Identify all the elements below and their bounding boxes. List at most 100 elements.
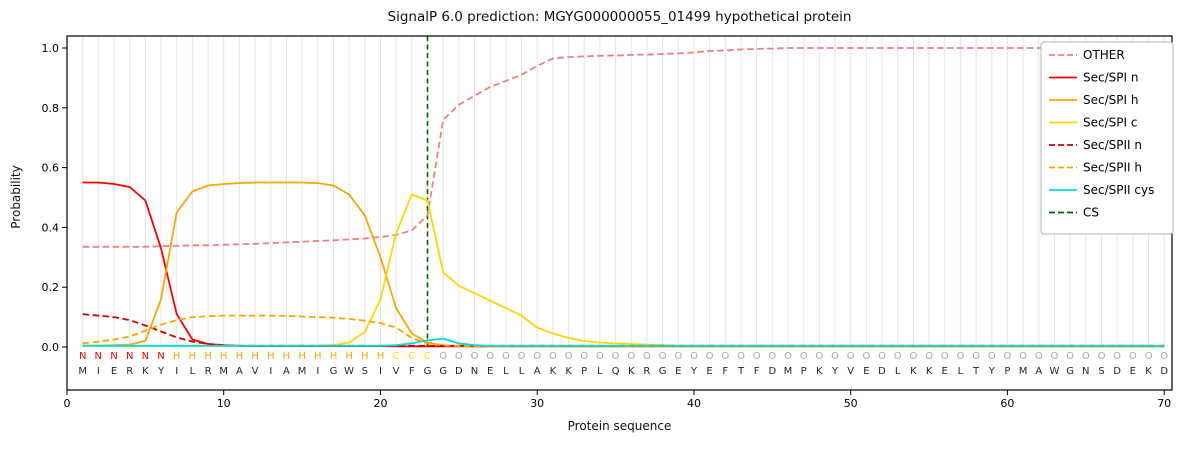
svg-text:S: S	[362, 366, 368, 377]
svg-text:O: O	[941, 351, 949, 362]
svg-text:K: K	[565, 366, 572, 377]
svg-text:K: K	[550, 366, 557, 377]
svg-text:O: O	[847, 351, 855, 362]
legend: OTHER Sec/SPI n Sec/SPI h Sec/SPI c Sec/SPII…	[1040, 41, 1174, 235]
svg-text:O: O	[1035, 351, 1043, 362]
svg-text:V: V	[252, 366, 259, 377]
svg-text:50: 50	[844, 397, 858, 410]
svg-text:C: C	[424, 351, 431, 362]
svg-text:O: O	[721, 351, 729, 362]
svg-text:10: 10	[217, 397, 231, 410]
svg-text:0.8: 0.8	[42, 102, 60, 115]
svg-text:O: O	[690, 351, 698, 362]
x-axis-ticks: 0 10 20 30 40 50 60 70	[64, 390, 1171, 410]
svg-text:O: O	[518, 351, 526, 362]
svg-text:O: O	[706, 351, 714, 362]
svg-text:H: H	[173, 351, 181, 362]
svg-text:G: G	[424, 366, 432, 377]
curve-sec-spii-n	[82, 313, 1165, 347]
svg-text:O: O	[784, 351, 792, 362]
svg-text:R: R	[643, 366, 650, 377]
svg-text:O: O	[988, 351, 996, 362]
svg-text:Y: Y	[157, 366, 165, 377]
svg-text:V: V	[847, 366, 854, 377]
svg-text:70: 70	[1157, 397, 1171, 410]
svg-text:0: 0	[64, 397, 71, 410]
svg-text:Sec/SPII cys: Sec/SPII cys	[1083, 183, 1154, 197]
svg-text:O: O	[1019, 351, 1027, 362]
svg-text:I: I	[379, 366, 382, 377]
svg-text:H: H	[345, 351, 353, 362]
svg-text:E: E	[942, 366, 948, 377]
svg-text:0.6: 0.6	[42, 162, 60, 175]
svg-text:L: L	[895, 366, 901, 377]
svg-text:O: O	[659, 351, 667, 362]
svg-text:O: O	[768, 351, 776, 362]
gridlines	[82, 36, 1165, 347]
svg-text:G: G	[1066, 366, 1074, 377]
svg-text:0.2: 0.2	[42, 281, 60, 294]
svg-text:G: G	[439, 366, 447, 377]
svg-text:A: A	[236, 366, 243, 377]
svg-text:P: P	[581, 366, 587, 377]
svg-text:O: O	[1066, 351, 1074, 362]
svg-text:Sec/SPI n: Sec/SPI n	[1083, 71, 1138, 85]
curve-sec-spii-h	[82, 314, 1165, 348]
svg-text:Sec/SPI c: Sec/SPI c	[1083, 116, 1137, 130]
svg-text:O: O	[878, 351, 886, 362]
svg-text:G: G	[659, 366, 667, 377]
svg-text:C: C	[408, 351, 415, 362]
svg-text:E: E	[706, 366, 712, 377]
svg-text:A: A	[534, 366, 541, 377]
svg-text:O: O	[612, 351, 620, 362]
curve-sec-spi-c	[82, 193, 1165, 347]
svg-text:I: I	[316, 366, 319, 377]
svg-text:N: N	[471, 366, 478, 377]
svg-text:Y: Y	[831, 366, 839, 377]
svg-text:D: D	[878, 366, 886, 377]
svg-text:F: F	[722, 366, 728, 377]
svg-text:O: O	[549, 351, 557, 362]
svg-text:E: E	[675, 366, 681, 377]
svg-text:A: A	[1035, 366, 1042, 377]
svg-text:F: F	[754, 366, 760, 377]
svg-text:P: P	[801, 366, 807, 377]
svg-text:M: M	[78, 366, 87, 377]
svg-text:M: M	[298, 366, 307, 377]
svg-text:20: 20	[374, 397, 388, 410]
svg-text:E: E	[1130, 366, 1136, 377]
svg-text:CS: CS	[1083, 206, 1099, 220]
legend-box	[1040, 41, 1174, 235]
svg-text:T: T	[737, 366, 745, 377]
svg-text:T: T	[972, 366, 980, 377]
curve-other	[82, 47, 1165, 248]
svg-text:H: H	[314, 351, 322, 362]
svg-text:L: L	[519, 366, 525, 377]
svg-text:Sec/SPI h: Sec/SPI h	[1083, 93, 1138, 107]
svg-text:O: O	[596, 351, 604, 362]
svg-text:O: O	[643, 351, 651, 362]
svg-text:H: H	[361, 351, 369, 362]
svg-text:O: O	[502, 351, 510, 362]
svg-text:P: P	[1004, 366, 1010, 377]
svg-text:O: O	[800, 351, 808, 362]
svg-text:E: E	[863, 366, 869, 377]
svg-text:N: N	[95, 351, 102, 362]
svg-text:M: M	[1019, 366, 1028, 377]
svg-text:O: O	[925, 351, 933, 362]
svg-text:D: D	[455, 366, 463, 377]
svg-text:N: N	[1082, 366, 1089, 377]
svg-text:K: K	[142, 366, 149, 377]
svg-text:I: I	[175, 366, 178, 377]
svg-text:D: D	[1113, 366, 1121, 377]
svg-text:O: O	[439, 351, 447, 362]
svg-text:H: H	[377, 351, 385, 362]
x-axis-label: Protein sequence	[567, 419, 672, 433]
svg-text:H: H	[251, 351, 259, 362]
svg-text:N: N	[157, 351, 164, 362]
svg-text:D: D	[1160, 366, 1168, 377]
svg-text:O: O	[1145, 351, 1153, 362]
